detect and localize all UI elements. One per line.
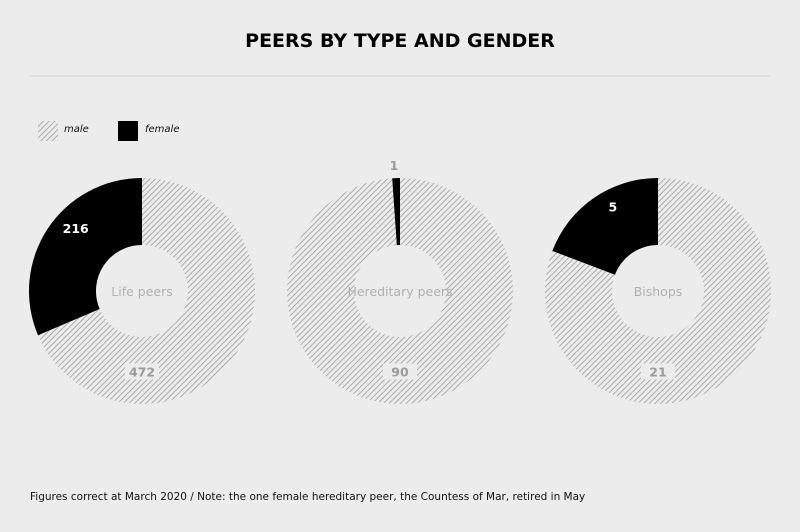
legend-label-male: male — [64, 124, 89, 135]
legend-swatch-male — [38, 121, 58, 141]
footnote: Figures correct at March 2020 / Note: th… — [30, 491, 585, 503]
legend-swatch-female — [118, 121, 138, 141]
center-label-bishops: Bishops — [634, 284, 683, 299]
donut-bishops: Bishops 21 5 — [545, 178, 771, 404]
value-label-life-peers-female: 216 — [63, 221, 89, 236]
slice-hereditary-peers-female — [392, 178, 400, 246]
value-label-bishops-female: 5 — [608, 200, 617, 215]
value-label-hereditary-peers-female: 1 — [390, 158, 399, 173]
slice-bishops-male — [545, 178, 771, 404]
center-label-hereditary-peers: Hereditary peers — [347, 284, 452, 299]
slice-bishops-female — [552, 178, 658, 275]
value-label-hereditary-peers-male: 90 — [391, 365, 409, 380]
center-label-life-peers: Life peers — [111, 284, 172, 299]
value-label-life-peers-male: 472 — [129, 365, 155, 380]
value-label-bg-life-peers-male — [125, 363, 159, 380]
slice-life-peers-male — [38, 178, 255, 404]
donut-hereditary-peers: Hereditary peers 90 1 — [287, 158, 513, 405]
value-label-bishops-male: 21 — [649, 365, 666, 380]
value-label-bg-hereditary-peers-male — [383, 363, 417, 380]
donut-life-peers: Life peers 472 216 — [28, 178, 255, 404]
slice-hereditary-peers-male — [287, 178, 513, 405]
slice-life-peers-female — [28, 178, 142, 336]
legend: male female — [38, 121, 179, 141]
chart-title: PEERS BY TYPE AND GENDER — [245, 30, 555, 52]
legend-label-female: female — [145, 124, 179, 135]
value-label-bg-bishops-male — [641, 363, 675, 380]
